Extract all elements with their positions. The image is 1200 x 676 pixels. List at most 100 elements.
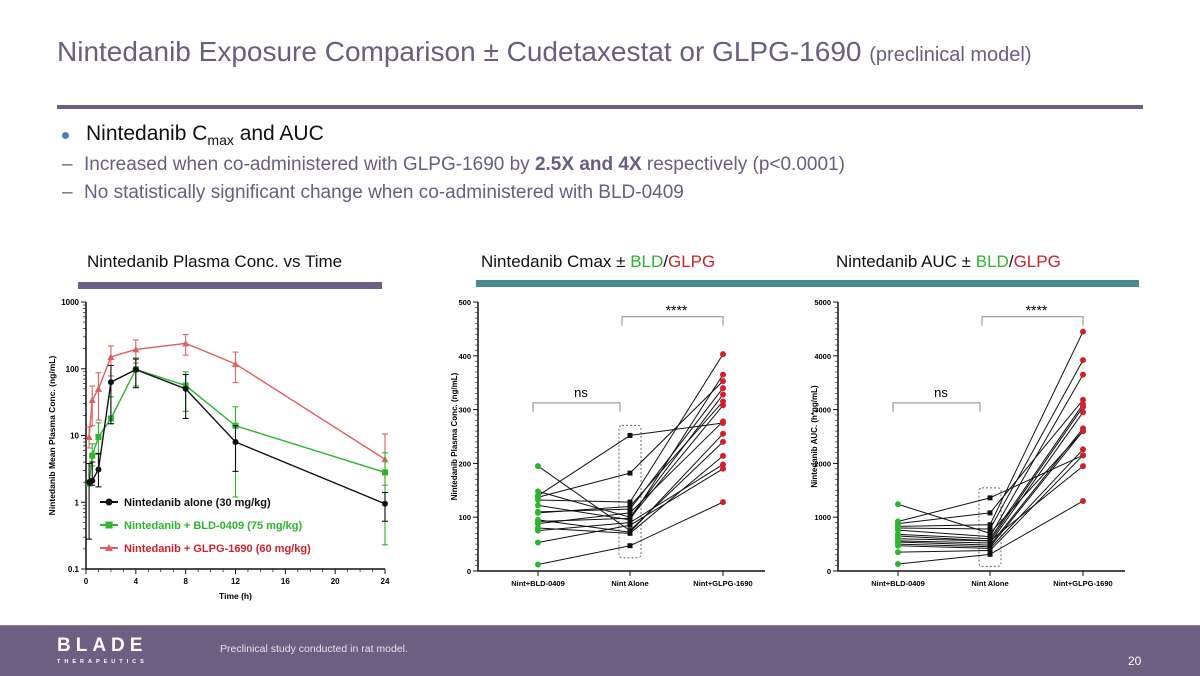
data-point (88, 396, 96, 404)
ns-bracket (532, 402, 621, 412)
pair-line (897, 538, 991, 542)
pair-line (537, 545, 631, 566)
pair-line (629, 422, 724, 436)
bullet-main-subscript: max (207, 132, 234, 149)
point-glpg (720, 385, 726, 392)
pair-line (989, 449, 1084, 549)
y-tick-label: 300 (458, 406, 471, 415)
y-tick-label: 10 (70, 432, 79, 441)
section-auc-text: Nintedanib AUC ± (836, 252, 976, 271)
x-tick-label: 12 (231, 577, 240, 586)
point-bld (535, 502, 541, 509)
slide-title-qualifier: (preclinical model) (869, 44, 1032, 66)
sub-bullet-1-text: Increased when co-administered with GLPG… (84, 154, 535, 176)
point-bld (535, 509, 541, 516)
sub-bullet-2: – No statistically significant change wh… (62, 182, 845, 204)
significance-bracket (621, 316, 724, 326)
company-logo: BLADE (57, 635, 148, 656)
series-line (88, 368, 386, 484)
point-glpg (720, 351, 726, 358)
data-point (89, 477, 96, 484)
point-alone (987, 551, 993, 557)
point-bld (895, 561, 901, 568)
data-point (107, 379, 114, 386)
pair-line (537, 522, 631, 532)
bullet-main-text: Nintedanib C (86, 122, 208, 145)
point-glpg (1080, 403, 1086, 410)
pair-line (897, 553, 991, 565)
point-alone (987, 538, 993, 544)
point-alone (627, 470, 633, 476)
pair-line (629, 501, 724, 547)
x-tick-label: 0 (84, 577, 89, 586)
pair-line (537, 499, 631, 503)
point-alone (987, 526, 993, 532)
data-point (95, 433, 102, 440)
data-point (94, 385, 102, 392)
point-alone (627, 503, 633, 509)
pair-line (629, 380, 724, 474)
pair-line (897, 540, 991, 544)
pair-line (629, 394, 724, 518)
company-logo-subtitle: THERAPEUTICS (57, 659, 148, 665)
dash-icon: – (62, 154, 73, 176)
pair-line (537, 524, 631, 543)
sub-bullet-1-post: respectively (p<0.0001) (641, 154, 845, 176)
pair-line (537, 504, 631, 521)
series-line (88, 342, 386, 460)
x-tick-label: 24 (381, 577, 390, 586)
point-glpg (720, 499, 726, 506)
pair-line (989, 500, 1084, 555)
point-glpg (1080, 396, 1086, 403)
pair-line (989, 465, 1084, 542)
x-tick-label: Nint+GLPG-1690 (1053, 579, 1112, 588)
point-alone (987, 522, 993, 528)
point-glpg (1080, 409, 1086, 416)
point-alone (627, 522, 633, 528)
point-glpg (720, 438, 726, 445)
point-glpg (1080, 446, 1086, 453)
significance-label: **** (666, 302, 688, 318)
slash: / (1008, 252, 1014, 271)
pk-chart: 0.1 1 10 100 1000 0 4 8 12 16 20 24 Time (h) Nintedan… (40, 292, 400, 617)
point-alone (987, 530, 993, 536)
y-tick-label: 0 (827, 567, 831, 576)
legend-marker (105, 521, 113, 529)
pair-line (897, 497, 991, 522)
point-glpg (1080, 357, 1086, 364)
auc-chart-svg: 0 1000 2000 3000 4000 5000 Nint+BLD-0409 Nint A… (810, 298, 1125, 588)
y-tick-label: 0.1 (68, 565, 80, 574)
data-point (85, 433, 93, 440)
y-tick-label: 5000 (814, 298, 831, 307)
point-glpg (1080, 452, 1086, 459)
pair-line (989, 406, 1084, 542)
point-glpg (1080, 371, 1086, 378)
cmax-chart-svg: 0 100 200 300 400 500 Nint+BLD-0409 Nint Alone N… (450, 298, 765, 588)
pair-line (537, 472, 631, 498)
point-alone (627, 530, 633, 536)
point-glpg (1080, 428, 1086, 435)
significance-label: **** (1026, 302, 1048, 318)
point-bld (535, 488, 541, 495)
cmax-chart: 0 100 200 300 400 500 Nint+BLD-0409 Nint Alone N… (440, 292, 780, 607)
point-alone (627, 520, 633, 526)
point-bld (535, 561, 541, 568)
pair-line (989, 374, 1084, 537)
point-glpg (720, 378, 726, 385)
pair-line (989, 359, 1084, 530)
pair-line (897, 524, 991, 527)
point-glpg (720, 430, 726, 437)
point-alone (987, 510, 993, 516)
data-point (182, 339, 190, 347)
pair-line (537, 512, 631, 525)
point-bld (895, 542, 901, 549)
pk-chart-svg: 0.1 1 10 100 1000 0 4 8 12 16 20 24 Time (h) Nintedan… (47, 298, 390, 601)
y-tick-label: 400 (458, 352, 471, 361)
glpg-label: GLPG (668, 252, 716, 271)
point-bld (535, 463, 541, 470)
pair-line (989, 454, 1084, 499)
slash: / (663, 252, 668, 271)
pair-line (629, 421, 724, 514)
legend-marker (105, 498, 113, 506)
pair-line (629, 468, 724, 526)
